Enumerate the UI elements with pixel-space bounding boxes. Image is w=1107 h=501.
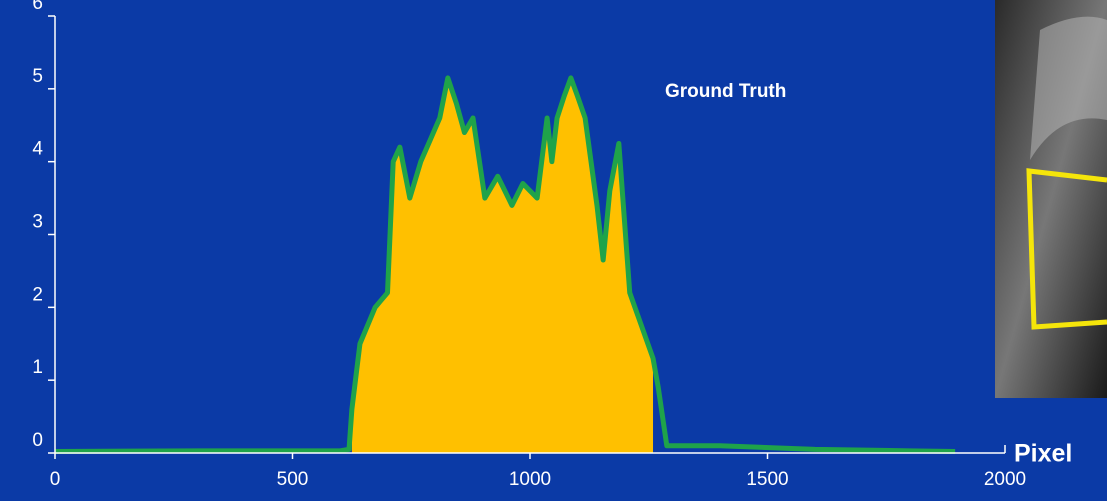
annotation: Ground Truth xyxy=(665,81,786,102)
ct-skull xyxy=(1030,16,1107,160)
y-tick-label: 1 xyxy=(32,357,43,378)
line xyxy=(54,75,956,455)
area xyxy=(351,77,654,454)
x-tick-label: 0 xyxy=(50,469,61,490)
y-tick-label: 5 xyxy=(32,66,43,87)
roi-box xyxy=(1026,168,1107,330)
x-tick-label: 1000 xyxy=(509,469,551,490)
y-tick-label: 0 xyxy=(32,430,43,451)
x-tick-label: 1500 xyxy=(746,469,788,490)
y-tick-label: 4 xyxy=(32,139,43,160)
y-tick-label: 6 xyxy=(32,0,43,14)
x-tick-label: 2000 xyxy=(984,469,1026,490)
x-axis-label: Pixel xyxy=(1014,440,1072,468)
y-tick-label: 3 xyxy=(32,212,43,233)
y-tick-label: 2 xyxy=(32,284,43,305)
x-tick-label: 500 xyxy=(277,469,309,490)
